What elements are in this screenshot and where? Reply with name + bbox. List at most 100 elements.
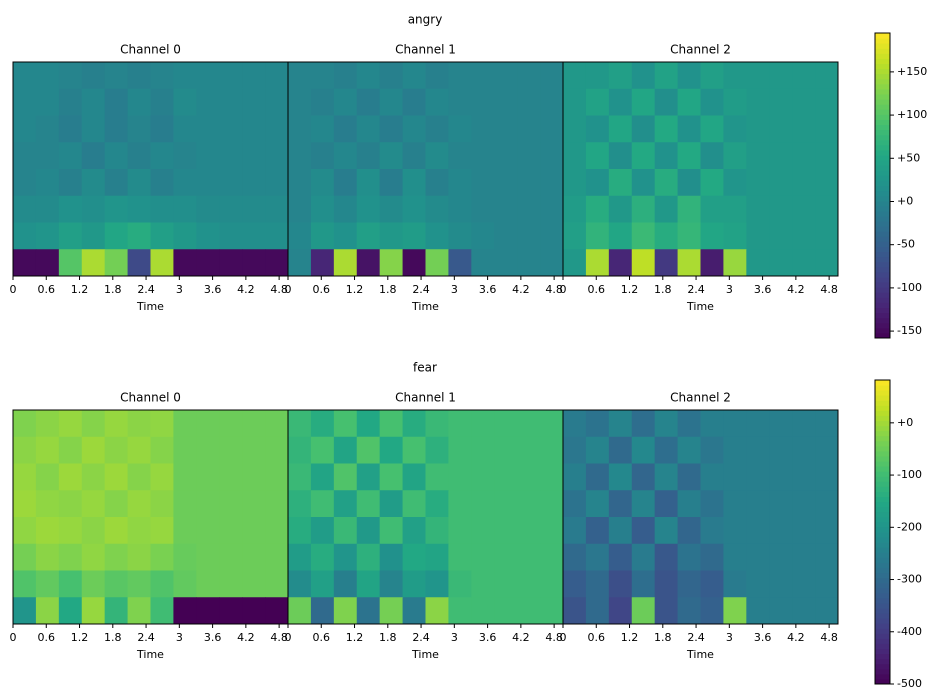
heatmap-cell	[608, 169, 633, 197]
x-tick-label: 0.6	[313, 631, 331, 644]
heatmap-cell	[425, 88, 449, 116]
colorbar-tick-label: -500	[897, 677, 922, 687]
heatmap-cell	[13, 463, 37, 491]
colorbar-segment	[875, 195, 890, 202]
heatmap-cell	[585, 543, 610, 571]
heatmap-cell	[13, 142, 37, 170]
heatmap-cell	[333, 543, 358, 571]
heatmap-cell	[471, 463, 495, 491]
heatmap-cell	[379, 410, 404, 438]
heatmap-cell	[104, 463, 129, 491]
heatmap-cell	[425, 463, 449, 491]
colorbar-segment	[875, 175, 890, 181]
colorbar-segment	[875, 43, 890, 49]
heatmap-cell	[402, 195, 426, 223]
heatmap-cell	[219, 195, 243, 223]
heatmap-cell	[815, 410, 839, 438]
heatmap-cell	[494, 543, 518, 571]
colorbar-segment	[875, 678, 890, 685]
colorbar-segment	[875, 602, 890, 609]
heatmap-cell	[654, 463, 679, 491]
heatmap-cell	[310, 463, 335, 491]
heatmap-cell	[700, 169, 724, 197]
heatmap-cell	[333, 142, 358, 170]
heatmap-cell	[723, 115, 747, 143]
heatmap-cell	[58, 249, 83, 277]
heatmap-cell	[219, 222, 243, 250]
heatmap-cell	[242, 543, 266, 571]
heatmap-cell	[81, 597, 106, 625]
heatmap-cell	[677, 570, 701, 598]
heatmap-cell	[379, 195, 404, 223]
heatmap-cell	[540, 463, 564, 491]
colorbar-segment	[875, 155, 890, 161]
heatmap-cell	[81, 570, 106, 598]
heatmap-cell	[288, 142, 312, 170]
heatmap-cell	[608, 570, 633, 598]
heatmap-cell	[815, 222, 839, 250]
heatmap-cell	[173, 490, 197, 518]
heatmap-cell	[310, 249, 335, 277]
heatmap-cell	[517, 169, 541, 197]
colorbar-segment	[875, 68, 890, 75]
heatmap-cell	[402, 88, 426, 116]
heatmap-cell	[425, 222, 449, 250]
heatmap-cell	[769, 115, 793, 143]
heatmap-cell	[150, 249, 174, 277]
heatmap-cell	[219, 169, 243, 197]
heatmap-cell	[540, 570, 564, 598]
heatmap-cell	[700, 62, 724, 90]
heatmap-cell	[265, 88, 289, 116]
heatmap-cell	[81, 490, 106, 518]
heatmap-cell	[448, 142, 472, 170]
heatmap-cell	[150, 88, 174, 116]
colorbar-segment	[875, 658, 890, 665]
heatmap-cell	[792, 410, 816, 438]
colorbar-segment	[875, 210, 890, 217]
x-tick-label: 4.8	[820, 283, 838, 296]
heatmap-cell	[700, 597, 724, 625]
heatmap-cell	[173, 115, 197, 143]
x-tick-label: 1.8	[379, 283, 397, 296]
heatmap-cell	[471, 62, 495, 90]
heatmap-cell	[494, 142, 518, 170]
x-tick-label: 1.8	[104, 283, 122, 296]
heatmap-cell	[746, 115, 770, 143]
heatmap-cell	[288, 570, 312, 598]
x-tick-label: 1.2	[71, 631, 89, 644]
heatmap-cell	[379, 222, 404, 250]
heatmap-cell	[81, 222, 106, 250]
heatmap-cell	[150, 570, 174, 598]
heatmap-cell	[310, 543, 335, 571]
heatmap-cell	[494, 195, 518, 223]
heatmap-cell	[242, 463, 266, 491]
heatmap-cell	[425, 436, 449, 464]
colorbar-segment	[875, 420, 890, 427]
heatmap-cell	[792, 517, 816, 545]
heatmap-cell	[379, 62, 404, 90]
heatmap-cell	[792, 222, 816, 250]
heatmap-cell	[723, 142, 747, 170]
x-axis-label: Time	[136, 648, 164, 661]
colorbar-segment	[875, 526, 890, 533]
heatmap-cell	[35, 249, 60, 277]
heatmap-cell	[196, 115, 220, 143]
heatmap-cell	[517, 249, 541, 277]
colorbar-segment	[875, 312, 890, 319]
colorbar-segment	[875, 149, 890, 156]
heatmap-cell	[379, 597, 404, 625]
heatmap-cell	[700, 249, 724, 277]
heatmap-cell	[356, 543, 381, 571]
heatmap-cell	[333, 249, 358, 277]
heatmap-cell	[81, 62, 106, 90]
heatmap-cell	[104, 410, 129, 438]
heatmap-cell	[265, 115, 289, 143]
heatmap-cell	[35, 463, 60, 491]
heatmap-cell	[494, 410, 518, 438]
x-tick-label: 0	[560, 283, 567, 296]
colorbar-segment	[875, 160, 890, 166]
heatmap-cell	[356, 142, 381, 170]
heatmap-cell	[13, 222, 37, 250]
colorbar-segment	[875, 532, 890, 538]
heatmap-cell	[127, 142, 151, 170]
